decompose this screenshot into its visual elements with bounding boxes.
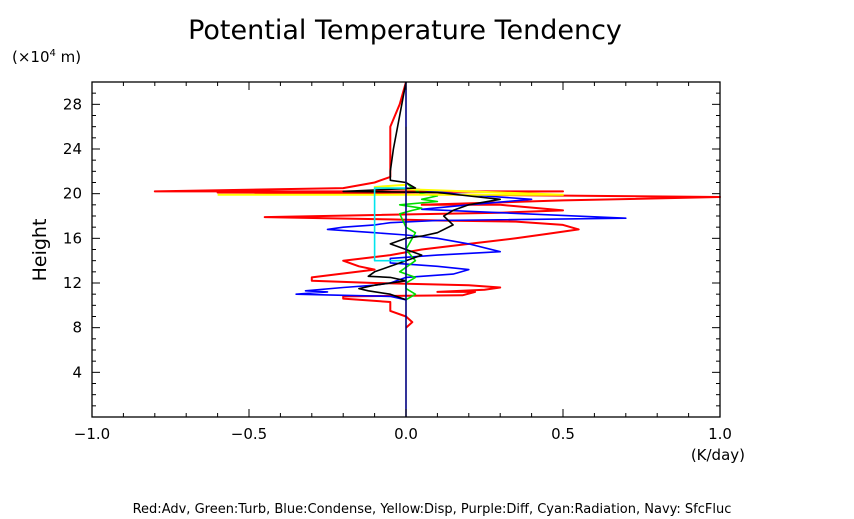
y-axis-label: Height <box>29 219 51 282</box>
y-tick-label: 4 <box>72 363 82 381</box>
y-tick-label: 24 <box>63 140 82 158</box>
y-tick-label: 28 <box>63 95 82 113</box>
x-tick-label: 1.0 <box>708 425 732 443</box>
y-tick-label: 12 <box>63 274 82 292</box>
x-tick-label: −1.0 <box>74 425 110 443</box>
y-unit-suffix: m) <box>56 48 81 66</box>
x-tick-label: −0.5 <box>231 425 267 443</box>
legend-caption: Red:Adv, Green:Turb, Blue:Condense, Yell… <box>133 502 732 517</box>
y-tick-label: 16 <box>63 229 82 247</box>
chart-title: Potential Temperature Tendency <box>188 15 622 46</box>
series-layer <box>153 81 721 417</box>
y-unit-label: (×104 m) <box>12 48 81 66</box>
y-axis: 4 8 12 16 20 24 28 <box>63 92 720 407</box>
plot-frame <box>91 81 721 418</box>
series-line-radiation <box>373 187 406 262</box>
y-unit-exponent: 4 <box>50 48 56 59</box>
x-tick-label: 0.0 <box>394 425 418 443</box>
x-axis: −1.0 −0.5 0.0 0.5 1.0 <box>74 82 732 443</box>
series-line-condense <box>295 176 627 301</box>
y-unit-prefix: (×10 <box>12 48 50 66</box>
y-tick-label: 20 <box>63 185 82 203</box>
y-tick-label: 8 <box>72 319 82 337</box>
series-line-adv <box>153 81 721 329</box>
x-tick-label: 0.5 <box>551 425 575 443</box>
x-unit-label: (K/day) <box>691 446 745 464</box>
